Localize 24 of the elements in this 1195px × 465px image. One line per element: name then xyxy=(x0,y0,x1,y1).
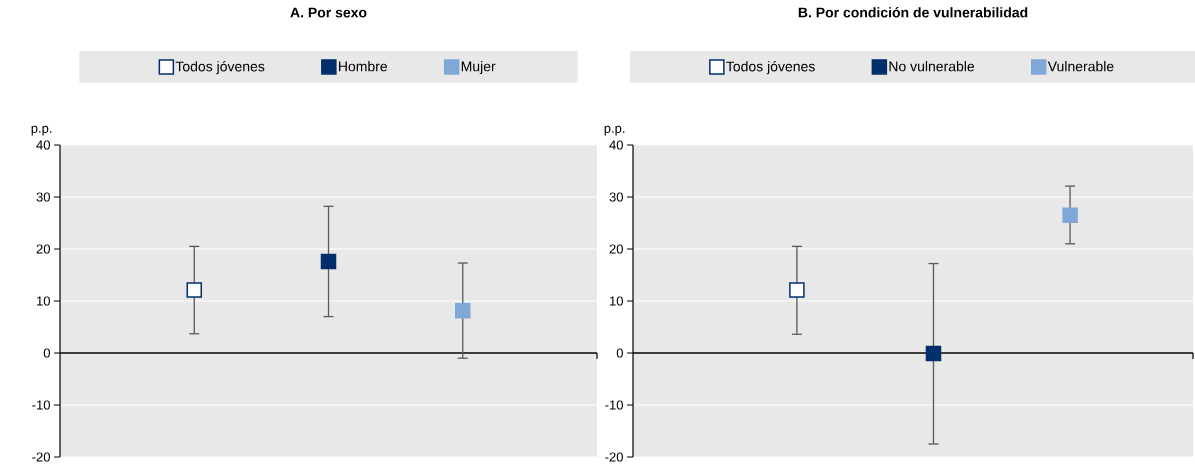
chart-title: A. Por sexo xyxy=(290,7,367,18)
y-tick-label: -20 xyxy=(32,452,50,462)
legend-label: No vulnerable xyxy=(889,61,975,72)
y-tick-label: -10 xyxy=(605,400,623,410)
y-tick-label: 20 xyxy=(36,244,50,254)
y-tick-label: 40 xyxy=(609,140,623,150)
y-tick-label: 30 xyxy=(36,192,50,202)
legend-label: Hombre xyxy=(339,61,388,72)
legend-label: Mujer xyxy=(461,61,496,75)
y-tick-label: 10 xyxy=(610,296,623,306)
y-tick-label: -20 xyxy=(605,452,623,462)
y-axis-title: p.p. xyxy=(604,125,625,136)
legend-label: Vulnerable xyxy=(1047,61,1114,72)
y-tick-label: 10 xyxy=(37,296,50,306)
legend-label: Todos jóvenes xyxy=(726,60,815,75)
y-axis-title: p.p. xyxy=(31,125,52,136)
y-tick-label: 40 xyxy=(36,140,50,150)
y-tick-label: 30 xyxy=(609,192,623,202)
y-tick-label: 0 xyxy=(43,348,50,358)
y-tick-label: 20 xyxy=(609,244,623,254)
y-tick-label: -10 xyxy=(32,400,50,410)
chart-title: B. Por condición de vulnerabilidad xyxy=(798,7,1028,18)
y-tick-label: 0 xyxy=(616,348,623,358)
legend-label: Todos jóvenes xyxy=(175,60,265,75)
